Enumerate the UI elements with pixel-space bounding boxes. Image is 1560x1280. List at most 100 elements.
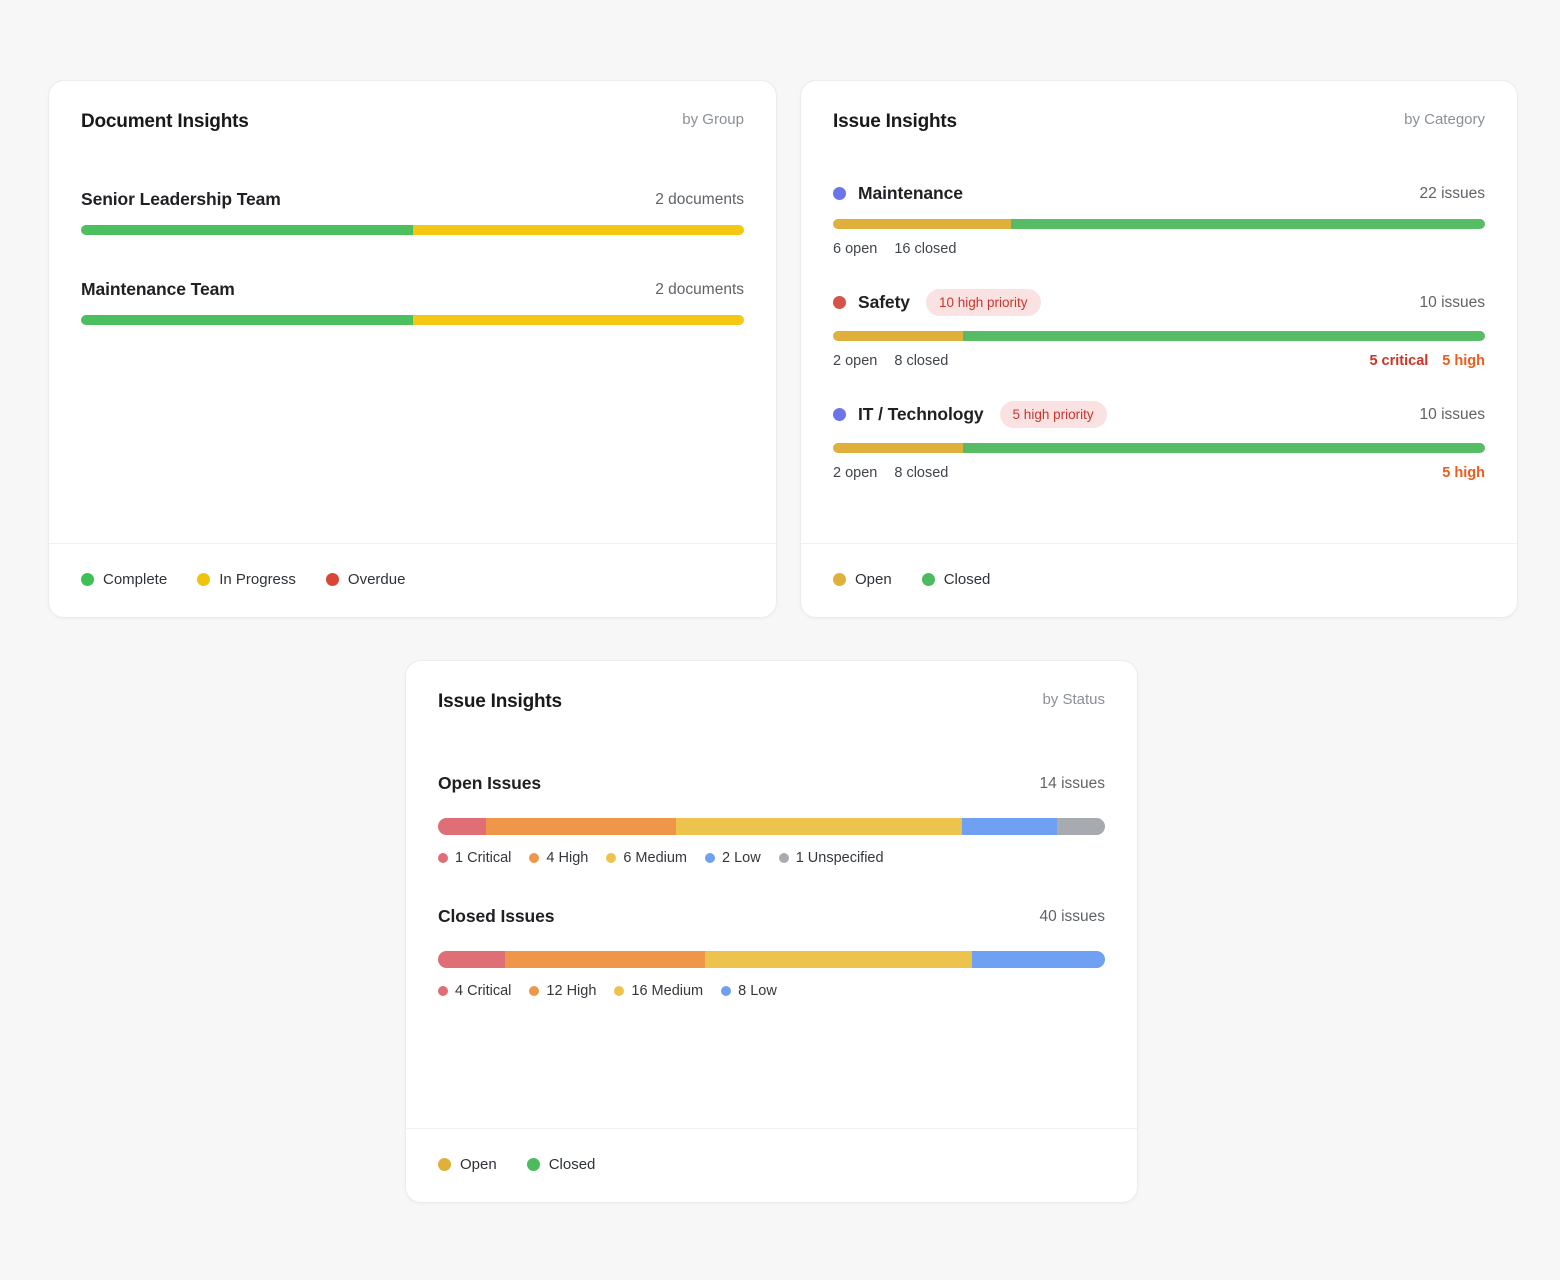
legend-dot [779, 853, 789, 863]
breakdown-legend-item: 12 High [529, 983, 596, 999]
open-closed-counts: 2 open8 closed [833, 353, 948, 369]
progress-bar [438, 951, 1105, 968]
breakdown-legend-item: 2 Low [705, 850, 761, 866]
footer-legend-item: Open [833, 571, 892, 588]
legend-dot [81, 573, 94, 586]
bar-segment-complete [81, 315, 413, 325]
bar-segment-open [833, 443, 963, 453]
breakdown-legend-label: 16 Medium [631, 983, 703, 999]
bar-segment-in-progress [413, 315, 745, 325]
card-grouping-label: by Category [1404, 111, 1485, 128]
row-count: 2 documents [655, 191, 744, 209]
footer-legend-label: Open [460, 1156, 497, 1173]
footer-legend-label: Overdue [348, 571, 406, 588]
legend-dot [721, 986, 731, 996]
progress-bar [833, 331, 1485, 341]
count-text: 8 closed [894, 465, 948, 481]
card-legend: Open Closed [406, 1128, 1137, 1202]
footer-legend-item: Closed [527, 1156, 596, 1173]
row-label: Closed Issues [438, 906, 554, 927]
legend-dot [922, 573, 935, 586]
count-text: 8 closed [894, 353, 948, 369]
severity-text: 5 critical [1369, 353, 1428, 369]
bar-segment-unspecified [1057, 818, 1105, 835]
card-grouping-label: by Status [1042, 691, 1105, 708]
card-header: Issue Insights by Category [801, 81, 1517, 133]
breakdown-legend-label: 1 Unspecified [796, 850, 884, 866]
progress-bar [833, 219, 1485, 229]
breakdown-legend-label: 8 Low [738, 983, 777, 999]
bar-segment-closed [963, 331, 1485, 341]
legend-dot [614, 986, 624, 996]
breakdown-legend-label: 1 Critical [455, 850, 511, 866]
row-header: Maintenance22 issues [833, 183, 1485, 204]
footer-legend-label: Complete [103, 571, 167, 588]
count-text: 16 closed [894, 241, 956, 257]
breakdown-legend-item: 16 Medium [614, 983, 703, 999]
row-count: 10 issues [1420, 294, 1485, 312]
breakdown-legend-label: 12 High [546, 983, 596, 999]
row-label: Safety [858, 292, 910, 313]
row-header: Open Issues14 issues [438, 773, 1105, 794]
priority-badge: 10 high priority [926, 289, 1041, 316]
legend-dot [438, 853, 448, 863]
bar-segment-open [833, 219, 1011, 229]
document-insights-card: Document Insights by Group Senior Leader… [48, 80, 777, 618]
bar-segment-critical [438, 951, 505, 968]
row-label: Senior Leadership Team [81, 189, 281, 210]
insight-row[interactable]: IT / Technology5 high priority10 issues 2… [833, 401, 1485, 481]
breakdown-legend-item: 4 High [529, 850, 588, 866]
issue-insights-by-status-card: Issue Insights by Status Open Issues14 i… [405, 660, 1138, 1203]
card-body: Senior Leadership Team2 documentsMainten… [49, 189, 776, 543]
bar-segment-medium [705, 951, 972, 968]
row-label: IT / Technology [858, 404, 984, 425]
breakdown-legend-item: 1 Unspecified [779, 850, 884, 866]
card-title: Document Insights [81, 111, 249, 133]
row-sub-stats: 2 open8 closed5 critical5 high [833, 353, 1485, 369]
card-header: Document Insights by Group [49, 81, 776, 133]
bar-segment-high [486, 818, 677, 835]
legend-dot [705, 853, 715, 863]
footer-legend-label: Closed [549, 1156, 596, 1173]
legend-dot [527, 1158, 540, 1171]
card-body: Maintenance22 issues 6 open16 closed Safet… [801, 183, 1517, 543]
issue-insights-by-category-card: Issue Insights by Category Maintenance22… [800, 80, 1518, 618]
breakdown-legend-item: 4 Critical [438, 983, 511, 999]
bar-segment-in-progress [413, 225, 745, 235]
row-header: Senior Leadership Team 2 documents [81, 189, 744, 210]
row-label: Maintenance [858, 183, 963, 204]
progress-bar [81, 225, 744, 235]
card-header: Issue Insights by Status [406, 661, 1137, 713]
footer-legend-label: In Progress [219, 571, 296, 588]
count-text: 2 open [833, 465, 877, 481]
insight-row[interactable]: Maintenance22 issues 6 open16 closed [833, 183, 1485, 257]
row-count: 10 issues [1420, 406, 1485, 424]
footer-legend-item: In Progress [197, 571, 296, 588]
card-grouping-label: by Group [682, 111, 744, 128]
open-closed-counts: 2 open 8 closed [833, 465, 948, 481]
row-header: IT / Technology5 high priority10 issues [833, 401, 1485, 428]
bar-segment-low [972, 951, 1105, 968]
card-title: Issue Insights [438, 691, 562, 713]
category-dot [833, 408, 846, 421]
insight-row[interactable]: Open Issues14 issues 1 Critical 4 High 6 Me… [438, 773, 1105, 866]
footer-legend-label: Open [855, 571, 892, 588]
row-count: 2 documents [655, 281, 744, 299]
row-sub-stats: 6 open16 closed [833, 241, 1485, 257]
bar-segment-closed [963, 443, 1485, 453]
breakdown-legend-label: 4 High [546, 850, 588, 866]
breakdown-legend-label: 2 Low [722, 850, 761, 866]
bar-segment-complete [81, 225, 413, 235]
severity-counts: 5 high [1442, 465, 1485, 481]
footer-legend-item: Complete [81, 571, 167, 588]
insight-row[interactable]: Closed Issues40 issues4 Critical12 High1… [438, 906, 1105, 999]
insight-row[interactable]: Safety 10 high priority 10 issues 2 open8 c… [833, 289, 1485, 369]
footer-legend-label: Closed [944, 571, 991, 588]
insight-row[interactable]: Maintenance Team2 documents [81, 279, 744, 325]
legend-dot [438, 1158, 451, 1171]
row-label: Open Issues [438, 773, 541, 794]
progress-bar [81, 315, 744, 325]
breakdown-legend-label: 4 Critical [455, 983, 511, 999]
insight-row[interactable]: Senior Leadership Team 2 documents [81, 189, 744, 235]
breakdown-legend-item: 6 Medium [606, 850, 687, 866]
